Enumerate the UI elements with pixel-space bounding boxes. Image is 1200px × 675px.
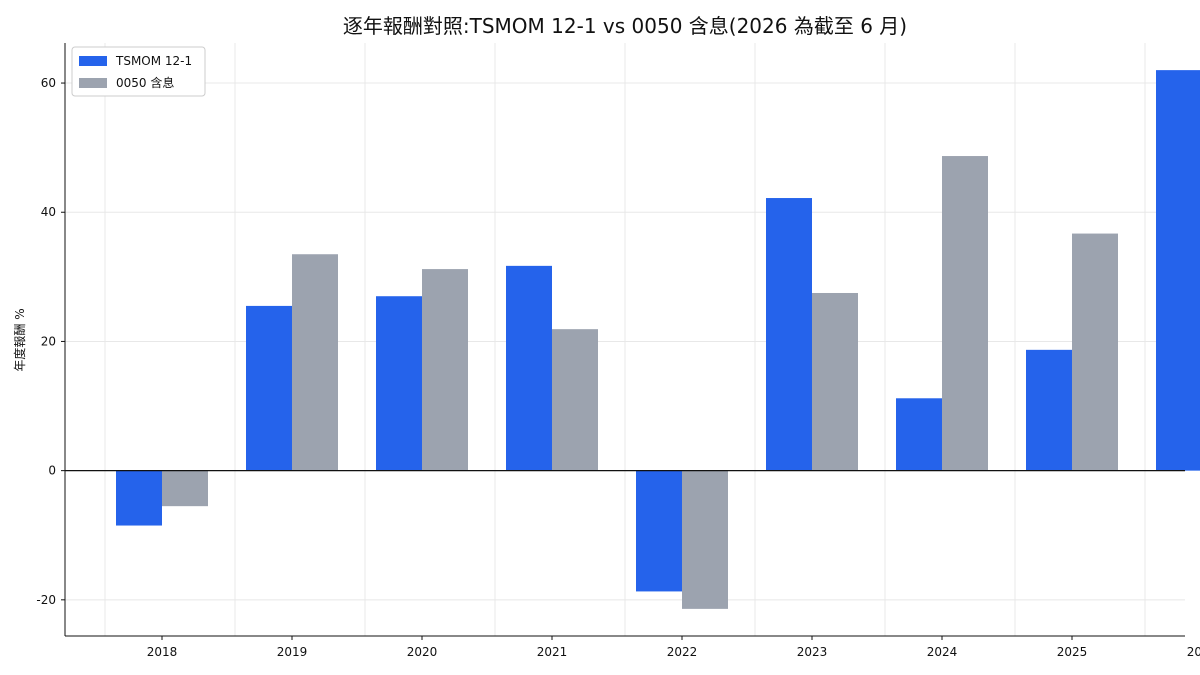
bar-tsmom-2019 (246, 305, 292, 471)
x-tick-label-2025: 2025 (1057, 645, 1088, 659)
x-tick-label-2026: 2026 (1187, 645, 1200, 659)
x-tick-label-2020: 2020 (407, 645, 438, 659)
x-tick-label-2022: 2022 (667, 645, 698, 659)
y-tick-label: 60 (41, 76, 56, 90)
bar-tsmom-2025 (1026, 349, 1072, 471)
bar-0050-2020 (422, 269, 468, 471)
chart-title: 逐年報酬對照:TSMOM 12-1 vs 0050 含息(2026 為截至 6 … (343, 14, 907, 38)
bar-0050-2023 (812, 292, 858, 471)
legend: TSMOM 12-1 0050 含息 (71, 46, 206, 97)
bar-0050-2022 (682, 470, 728, 609)
legend-label-0050: 0050 含息 (116, 75, 174, 90)
y-tick-label: 0 (48, 464, 56, 478)
bar-0050-2025 (1072, 233, 1118, 471)
bar-0050-2019 (292, 254, 338, 471)
axes (64, 43, 1185, 637)
bar-tsmom-2020 (376, 296, 422, 471)
bar-0050-2018 (162, 470, 208, 507)
y-tick-label: -20 (36, 593, 56, 607)
x-ticks: 2018 2019 2020 2021 2022 2023 2024 2025 2026 (147, 636, 1200, 659)
x-tick-label-2018: 2018 (147, 645, 178, 659)
y-tick-label: 40 (41, 205, 56, 219)
grid-lines (65, 43, 1185, 636)
bar-tsmom-2021 (506, 265, 552, 471)
bar-0050-2024 (942, 156, 988, 471)
x-tick-label-2021: 2021 (537, 645, 568, 659)
bar-tsmom-2018 (116, 470, 162, 526)
y-tick-label: 20 (41, 334, 56, 348)
bar-tsmom-2022 (636, 470, 682, 592)
bars (116, 70, 1200, 609)
y-ticks: -20 0 20 40 60 (36, 76, 65, 607)
x-tick-label-2024: 2024 (927, 645, 958, 659)
bar-tsmom-2023 (766, 198, 812, 471)
legend-swatch-tsmom (79, 56, 107, 66)
x-tick-label-2023: 2023 (797, 645, 828, 659)
legend-swatch-0050 (79, 78, 107, 88)
y-axis-label: 年度報酬 % (12, 308, 27, 371)
bar-tsmom-2024 (896, 398, 942, 471)
x-tick-label-2019: 2019 (277, 645, 308, 659)
legend-label-tsmom: TSMOM 12-1 (115, 54, 192, 68)
bar-tsmom-2026 (1156, 70, 1200, 471)
bar-0050-2021 (552, 329, 598, 471)
